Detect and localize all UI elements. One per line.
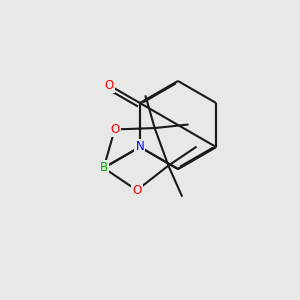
- Text: N: N: [136, 140, 144, 154]
- Text: B: B: [100, 161, 108, 174]
- Text: O: O: [104, 79, 113, 92]
- Text: O: O: [132, 184, 142, 197]
- Text: O: O: [110, 123, 119, 136]
